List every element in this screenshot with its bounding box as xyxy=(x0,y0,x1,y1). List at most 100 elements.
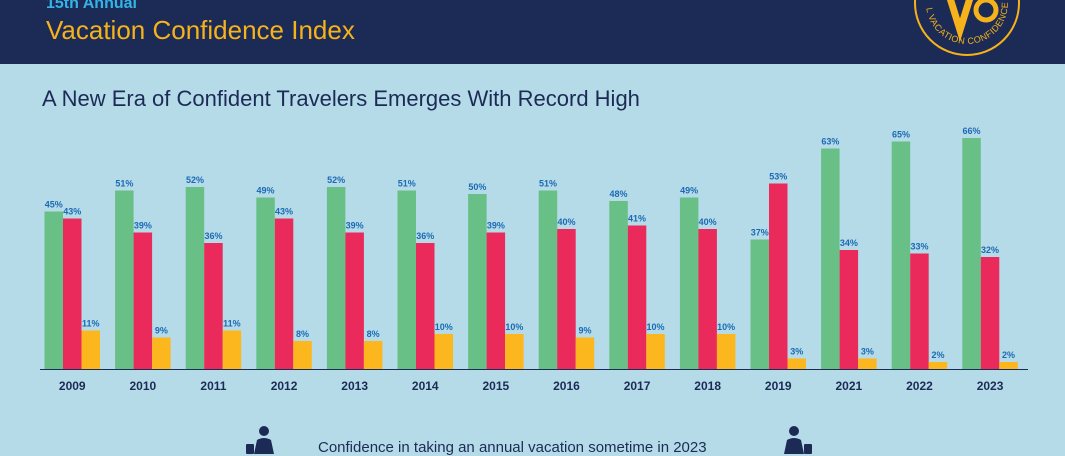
year-label-2015: 2015 xyxy=(482,379,509,393)
data-label-2015-series-2: 39% xyxy=(487,221,505,231)
bar-2022-series-1 xyxy=(891,141,911,369)
data-label-2021-series-2: 34% xyxy=(840,238,858,248)
data-label-2011-series-3: 11% xyxy=(223,319,241,329)
year-label-2019: 2019 xyxy=(765,379,792,393)
footer-caption: Confidence in taking an annual vacation … xyxy=(318,439,707,456)
grouped-bar-chart: 45%43%11%200951%39%9%201052%36%11%201149… xyxy=(40,126,1028,393)
bar-2011-series-3 xyxy=(222,330,242,369)
year-label-2009: 2009 xyxy=(59,379,86,393)
year-label-2016: 2016 xyxy=(553,379,580,393)
bar-2010-series-1 xyxy=(115,190,134,369)
data-label-2016-series-3: 9% xyxy=(578,326,591,336)
bar-2015-series-1 xyxy=(468,194,487,369)
data-label-2016-series-1: 51% xyxy=(539,179,557,189)
year-label-2010: 2010 xyxy=(129,379,156,393)
bar-2014-series-1 xyxy=(397,190,416,369)
data-label-2012-series-3: 8% xyxy=(296,329,309,339)
bar-2011-series-2 xyxy=(204,243,223,369)
bar-2023-series-1 xyxy=(962,138,981,369)
data-label-2014-series-2: 36% xyxy=(416,231,434,241)
bar-2010-series-3 xyxy=(152,337,171,369)
bar-2017-series-1 xyxy=(609,201,628,369)
data-label-2019-series-3: 3% xyxy=(790,347,803,357)
header-title: Vacation Confidence Index xyxy=(46,15,355,45)
bar-2015-series-3 xyxy=(505,334,524,369)
data-label-2023-series-3: 2% xyxy=(1002,350,1015,360)
data-label-2010-series-3: 9% xyxy=(155,326,168,336)
data-label-2017-series-3: 10% xyxy=(647,322,665,332)
data-label-2022-series-3: 2% xyxy=(931,350,944,360)
data-label-2019-series-1: 37% xyxy=(751,228,769,238)
bar-2016-series-2 xyxy=(557,229,576,369)
data-label-2022-series-2: 33% xyxy=(910,242,928,252)
data-label-2016-series-2: 40% xyxy=(557,217,575,227)
year-label-2014: 2014 xyxy=(412,379,439,393)
bar-2018-series-1 xyxy=(679,197,699,369)
year-label-2017: 2017 xyxy=(624,379,651,393)
bar-2011-series-1 xyxy=(185,187,205,369)
year-label-2022: 2022 xyxy=(906,379,933,393)
bar-2012-series-3 xyxy=(293,341,312,369)
bar-2019-series-1 xyxy=(750,239,769,369)
bar-2023-series-3 xyxy=(999,362,1018,369)
bar-2013-series-2 xyxy=(345,232,364,369)
bar-2016-series-3 xyxy=(575,337,595,369)
data-label-2012-series-2: 43% xyxy=(275,207,293,217)
data-label-2009-series-3: 11% xyxy=(82,319,100,329)
chart-title: A New Era of Confident Travelers Emerges… xyxy=(42,86,640,111)
data-label-2014-series-1: 51% xyxy=(398,179,416,189)
data-label-2013-series-3: 8% xyxy=(367,329,380,339)
data-label-2021-series-3: 3% xyxy=(861,347,874,357)
bar-2021-series-2 xyxy=(839,250,859,369)
bar-2010-series-2 xyxy=(133,232,153,369)
data-label-2018-series-1: 49% xyxy=(680,186,698,196)
data-label-2010-series-1: 51% xyxy=(115,179,133,189)
bar-2022-series-3 xyxy=(928,362,948,369)
bar-2009-series-2 xyxy=(63,218,82,369)
bar-2021-series-3 xyxy=(858,358,877,369)
year-label-2011: 2011 xyxy=(200,379,226,393)
bar-2016-series-1 xyxy=(538,190,558,369)
data-label-2022-series-1: 65% xyxy=(892,130,910,140)
bar-2019-series-3 xyxy=(787,358,806,369)
data-label-2009-series-2: 43% xyxy=(63,207,81,217)
data-label-2012-series-1: 49% xyxy=(257,186,275,196)
bar-2014-series-3 xyxy=(434,334,453,369)
bar-2012-series-1 xyxy=(256,197,275,369)
data-label-2015-series-3: 10% xyxy=(505,322,523,332)
year-label-2018: 2018 xyxy=(694,379,721,393)
index-seal-logo: L VACATION CONFIDENCE xyxy=(914,0,1020,56)
data-label-2021-series-1: 63% xyxy=(821,137,839,147)
data-label-2013-series-2: 39% xyxy=(346,221,364,231)
data-label-2009-series-1: 45% xyxy=(45,200,63,210)
bar-2012-series-2 xyxy=(274,218,294,369)
data-label-2018-series-3: 10% xyxy=(717,322,735,332)
bar-2017-series-2 xyxy=(627,225,647,369)
bar-2009-series-1 xyxy=(44,211,63,369)
bar-2023-series-2 xyxy=(980,257,1000,369)
bar-2021-series-1 xyxy=(821,148,840,369)
data-label-2019-series-2: 53% xyxy=(769,172,787,182)
bar-2018-series-3 xyxy=(716,334,736,369)
data-label-2014-series-3: 10% xyxy=(435,322,453,332)
bar-2019-series-2 xyxy=(769,183,788,369)
data-label-2017-series-2: 41% xyxy=(628,214,646,224)
bar-2018-series-2 xyxy=(698,229,717,369)
data-label-2011-series-1: 52% xyxy=(186,175,204,185)
data-label-2018-series-2: 40% xyxy=(699,217,717,227)
bar-2015-series-2 xyxy=(486,232,506,369)
year-label-2021: 2021 xyxy=(835,379,862,393)
bar-2013-series-3 xyxy=(363,341,383,369)
year-label-2013: 2013 xyxy=(341,379,368,393)
data-label-2010-series-2: 39% xyxy=(134,221,152,231)
data-label-2023-series-1: 66% xyxy=(963,126,981,136)
bar-2014-series-2 xyxy=(416,243,435,369)
bar-2022-series-2 xyxy=(910,253,929,369)
year-label-2012: 2012 xyxy=(271,379,298,393)
bar-2009-series-3 xyxy=(81,330,100,369)
header-banner: 15th Annual Vacation Confidence Index L … xyxy=(0,0,1065,64)
data-label-2017-series-1: 48% xyxy=(610,189,628,199)
year-label-2023: 2023 xyxy=(977,379,1004,393)
data-label-2013-series-1: 52% xyxy=(327,175,345,185)
header-supertitle: 15th Annual xyxy=(46,0,137,12)
